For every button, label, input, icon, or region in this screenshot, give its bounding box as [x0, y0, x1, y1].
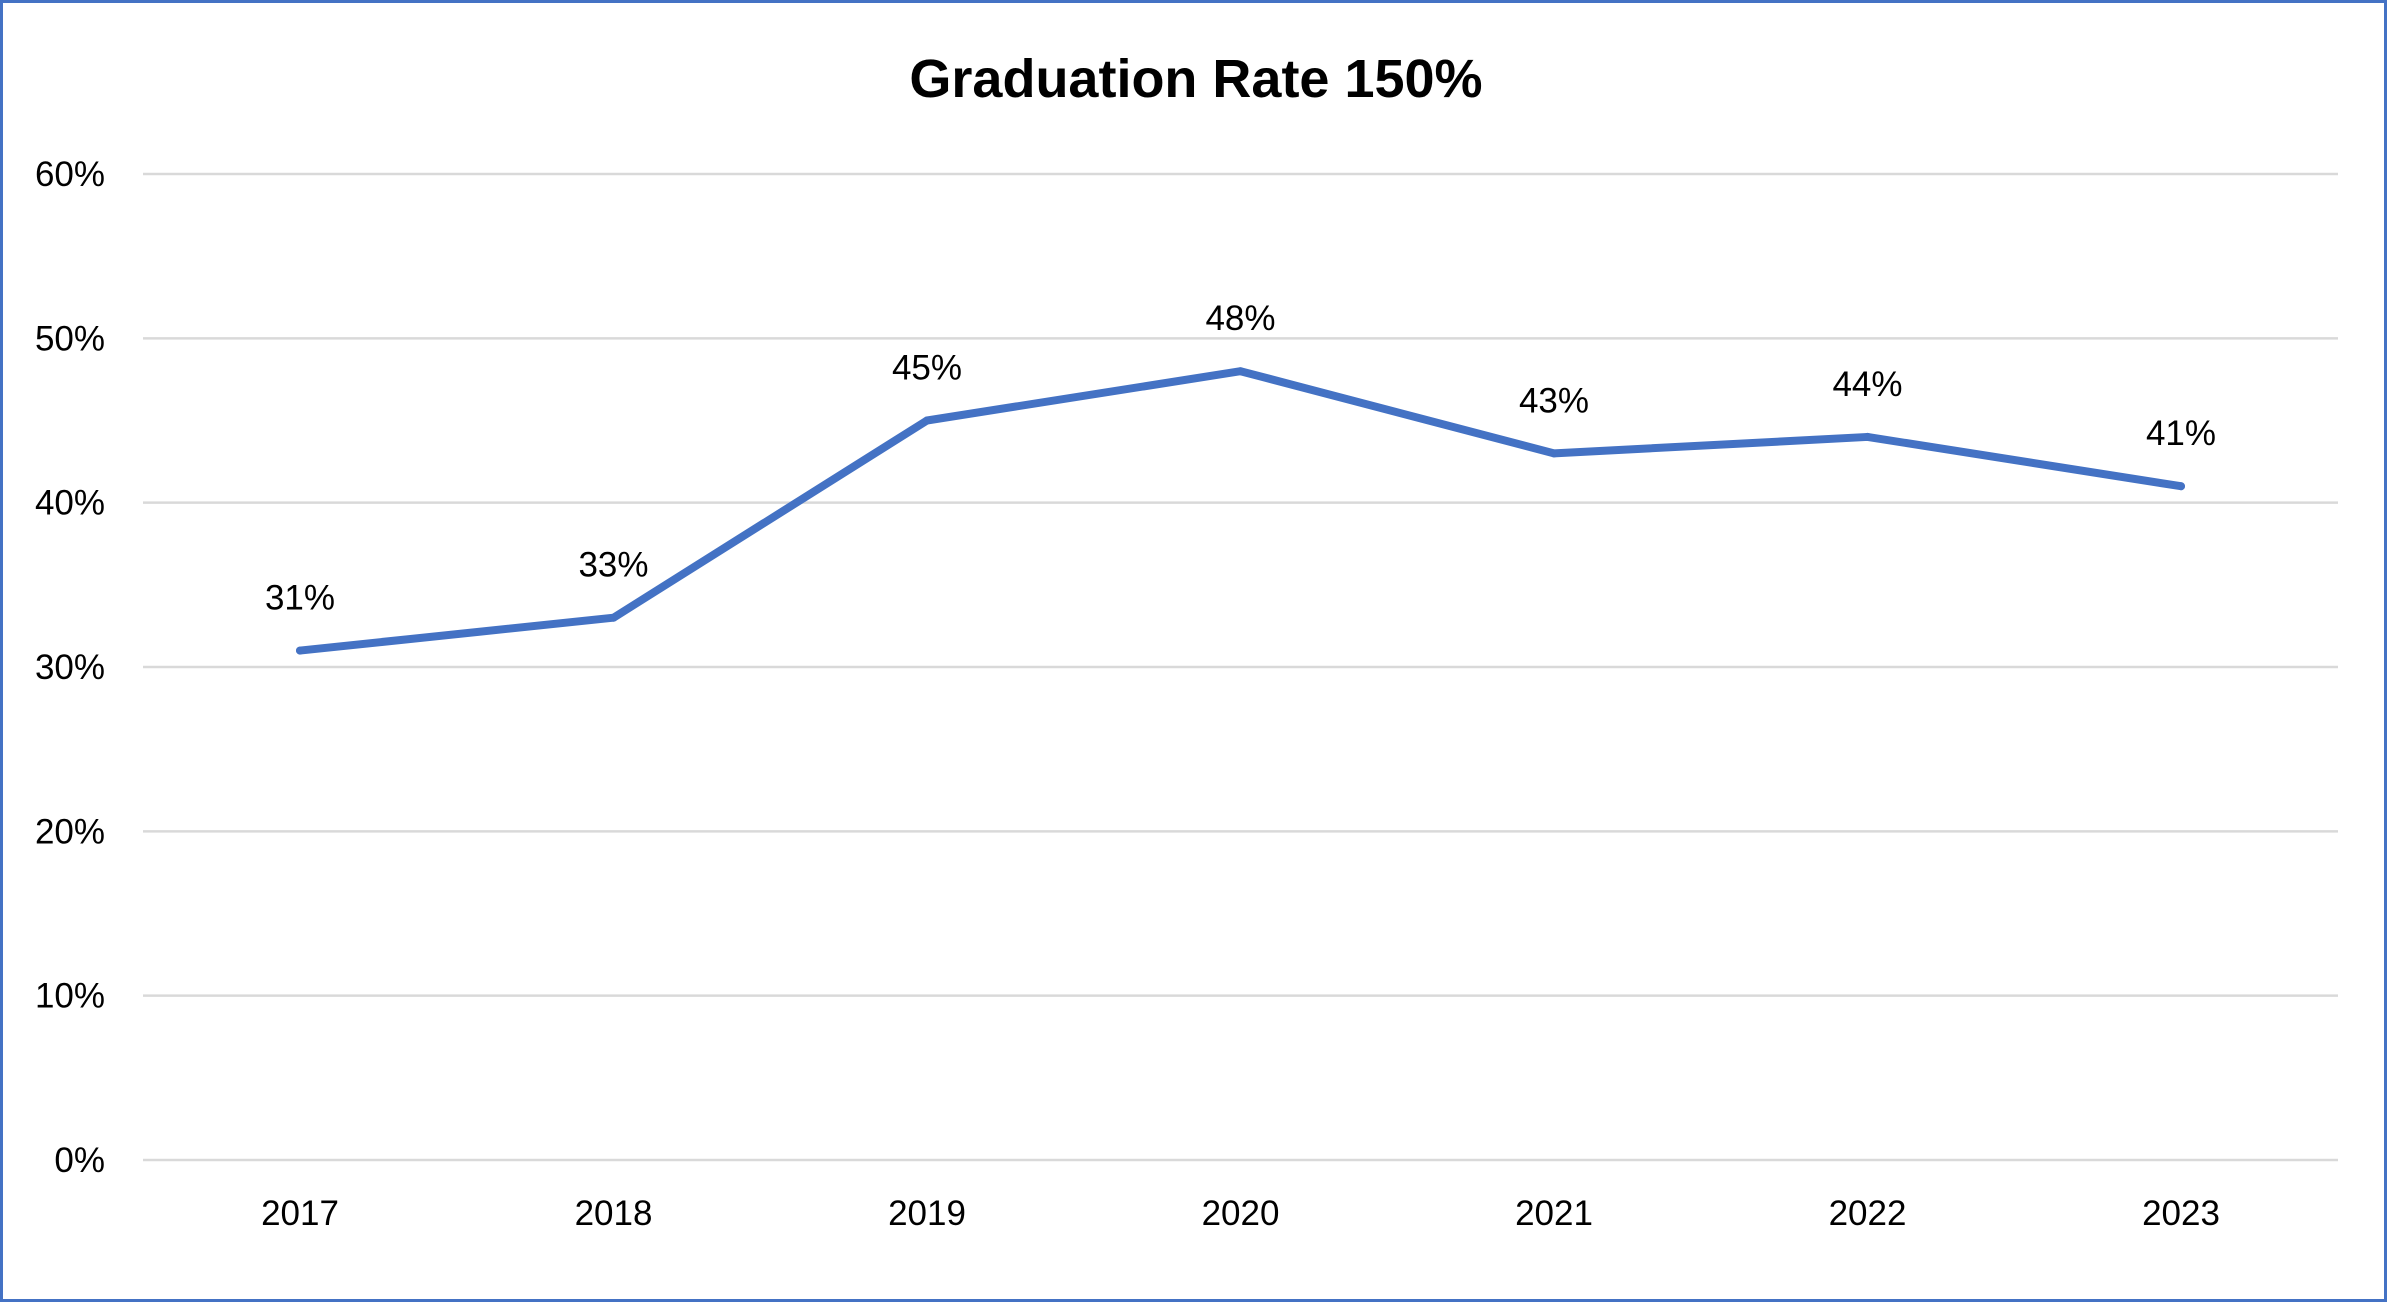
x-tick-label: 2021 [1515, 1194, 1593, 1233]
line-chart: Graduation Rate 150% 0% 10% 20% 30% 40% 50% 60… [35, 49, 2338, 1233]
y-tick-label: 40% [35, 484, 105, 523]
data-label: 33% [578, 546, 648, 585]
y-axis-ticks: 0% 10% 20% 30% 40% 50% 60% [35, 155, 105, 1180]
data-labels: 31% 33% 45% 48% 43% 44% 41% [265, 299, 2216, 617]
data-label: 48% [1205, 299, 1275, 338]
data-point [609, 613, 618, 622]
data-point [1236, 367, 1245, 376]
gridlines [143, 172, 2338, 1162]
x-axis-ticks: 2017 2018 2019 2020 2021 2022 2023 [261, 1194, 2220, 1233]
data-label: 41% [2146, 414, 2216, 453]
y-tick-label: 20% [35, 812, 105, 851]
data-point [2177, 482, 2185, 491]
y-tick-label: 30% [35, 648, 105, 687]
data-label: 43% [1519, 381, 1589, 420]
data-point [923, 416, 931, 425]
x-tick-label: 2018 [575, 1194, 653, 1233]
data-label: 45% [892, 349, 962, 388]
data-label: 31% [265, 579, 335, 618]
data-point [296, 646, 304, 655]
series-layer [296, 367, 2185, 655]
x-tick-label: 2023 [2142, 1194, 2220, 1233]
x-tick-label: 2019 [888, 1194, 966, 1233]
data-point [1550, 449, 1558, 458]
data-label: 44% [1832, 365, 1902, 404]
y-tick-label: 50% [35, 319, 105, 358]
chart-title: Graduation Rate 150% [909, 49, 1482, 109]
y-tick-label: 60% [35, 155, 105, 194]
y-tick-label: 0% [54, 1141, 105, 1180]
x-tick-label: 2017 [261, 1194, 339, 1233]
data-point [1863, 432, 1872, 441]
y-tick-label: 10% [35, 977, 105, 1016]
series-line [296, 367, 2185, 655]
x-tick-label: 2022 [1829, 1194, 1907, 1233]
x-tick-label: 2020 [1202, 1194, 1280, 1233]
